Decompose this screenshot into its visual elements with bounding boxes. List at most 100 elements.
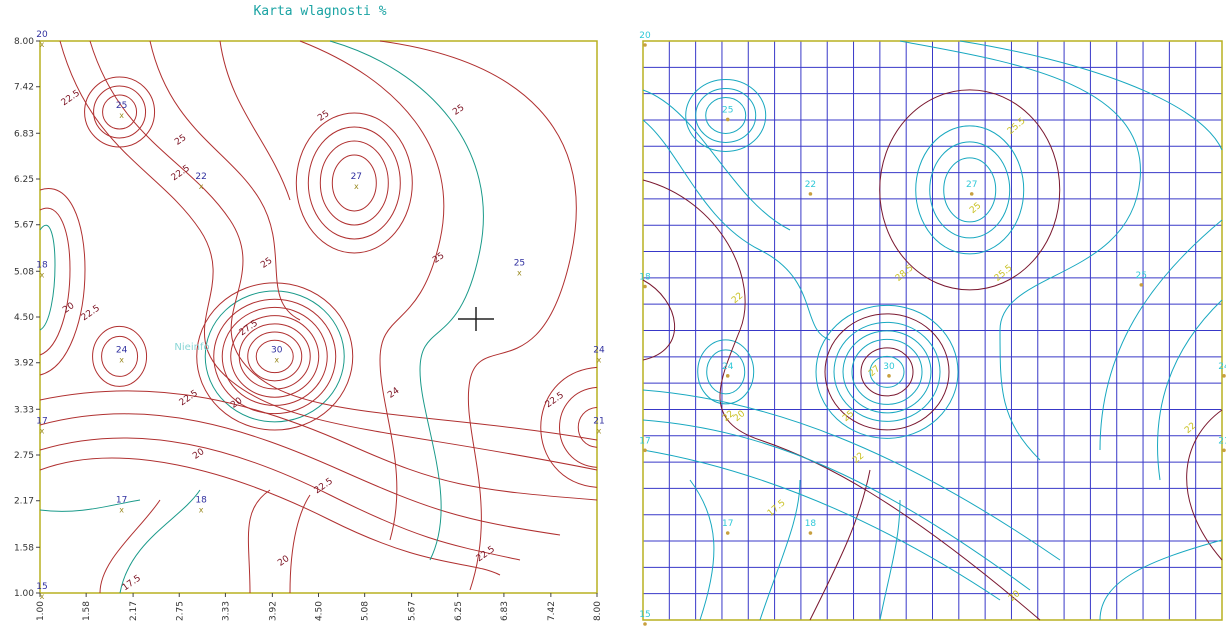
- contour-label: 22.5: [178, 389, 200, 409]
- contour-ring: [102, 94, 138, 130]
- contour-label: 20: [229, 396, 244, 411]
- point-value: 17: [639, 436, 650, 446]
- contour-label: 17.5: [121, 574, 143, 594]
- chart-title: Karta wlagnosti %: [253, 4, 387, 19]
- point-value: 17: [722, 519, 733, 529]
- point-marker: x: [119, 355, 124, 364]
- point-value: 17: [116, 495, 127, 505]
- contour-line: [1186, 409, 1223, 561]
- point-value: 18: [195, 495, 207, 505]
- contour-ring: [833, 321, 941, 422]
- point-marker: x: [199, 182, 204, 191]
- contour-ring: [92, 325, 148, 387]
- contour-line: [642, 279, 675, 361]
- contour-label: 20: [61, 301, 76, 316]
- contour-line: [39, 437, 521, 561]
- point-marker: [725, 117, 730, 122]
- point-value: 25: [514, 259, 525, 269]
- contour-ring: [101, 335, 139, 377]
- contour-label: 25: [968, 201, 983, 216]
- contour-line: [1157, 299, 1223, 481]
- point-marker: [643, 622, 647, 626]
- left-contour-chart: 8.00 7.42 6.83 6.25 5.67 5.08 4.50 3.92 3.33 2.75…: [14, 30, 605, 621]
- point-marker: x: [119, 505, 124, 514]
- point-value: 15: [36, 582, 47, 592]
- x-tick-label: 6.25: [454, 601, 464, 621]
- contour-ring: [879, 89, 1061, 291]
- x-tick-label: 5.08: [361, 601, 371, 621]
- contour-ring: [307, 126, 401, 240]
- y-tick-label: 7.42: [14, 83, 34, 93]
- contour-line: [59, 40, 598, 471]
- point-marker: x: [354, 182, 359, 191]
- x-tick-label: 7.42: [547, 601, 557, 621]
- contour-line: [577, 406, 598, 448]
- contour-label: 27.5: [238, 319, 260, 339]
- point-marker: [1139, 283, 1144, 287]
- contour-label: 20: [191, 447, 206, 462]
- contour-line: [642, 419, 1031, 591]
- annotation-label: Nieinfo: [174, 342, 209, 353]
- contour-label: 25: [316, 109, 331, 124]
- contour-ring: [697, 339, 755, 405]
- contour-line: [642, 119, 831, 341]
- contour-line: [39, 225, 56, 331]
- point-marker: [725, 374, 730, 378]
- point-value: 24: [722, 362, 734, 372]
- contour-line: [149, 40, 301, 321]
- point-value: 21: [593, 416, 604, 426]
- contour-label: 22.5: [475, 545, 497, 565]
- contour-label: 22.5: [170, 164, 192, 184]
- contour-ring: [824, 313, 950, 431]
- contour-label: 22.5: [60, 89, 82, 109]
- point-marker: [808, 531, 813, 535]
- point-marker: [643, 284, 647, 289]
- point-marker: x: [40, 426, 45, 435]
- point-value: 18: [639, 273, 651, 283]
- contour-line: [39, 188, 86, 376]
- point-value: 30: [271, 345, 283, 355]
- y-tick-label: 8.00: [14, 37, 34, 47]
- plot-frame: [642, 40, 1223, 621]
- contour-ring: [706, 349, 746, 395]
- contour-line: [642, 449, 1001, 601]
- contour-line: [1099, 219, 1223, 451]
- contour-label: 22: [721, 409, 736, 424]
- contour-label: 22.5: [313, 477, 335, 497]
- contour-label: 22.5: [544, 391, 566, 411]
- contour-ring: [213, 298, 337, 415]
- contour-line: [689, 479, 715, 621]
- contour-label: 17.5: [766, 498, 788, 519]
- contour-label: 25: [451, 103, 466, 118]
- point-marker: x: [199, 505, 204, 514]
- contour-line: [899, 40, 1141, 461]
- contour-line: [247, 489, 271, 594]
- point-value: 21: [1218, 436, 1226, 446]
- contour-ring: [851, 338, 923, 405]
- contour-line: [642, 89, 791, 231]
- contour-line: [39, 207, 71, 356]
- point-marker: x: [274, 355, 279, 364]
- point-marker: [1222, 374, 1226, 378]
- point-value: 17: [36, 416, 47, 426]
- point-value: 24: [116, 345, 128, 355]
- contour-line: [99, 499, 161, 594]
- x-tick-label: 1.00: [36, 601, 46, 621]
- contour-ring: [815, 304, 959, 439]
- point-marker: x: [597, 426, 602, 435]
- contour-ring: [247, 331, 303, 382]
- y-tick-label: 6.83: [14, 129, 34, 139]
- point-marker: x: [40, 270, 45, 279]
- contour-ring: [943, 157, 997, 223]
- x-tick-label: 2.75: [175, 601, 185, 621]
- point-marker: [643, 43, 647, 47]
- contour-label: 20: [276, 554, 291, 569]
- x-tick-label: 3.92: [268, 601, 278, 621]
- contour-ring: [255, 339, 294, 374]
- x-tick-label: 2.17: [129, 601, 139, 621]
- y-tick-label: 5.67: [14, 221, 34, 231]
- y-tick-label: 2.17: [14, 497, 34, 507]
- contour-line: [879, 499, 901, 621]
- y-tick-label: 6.25: [14, 175, 34, 185]
